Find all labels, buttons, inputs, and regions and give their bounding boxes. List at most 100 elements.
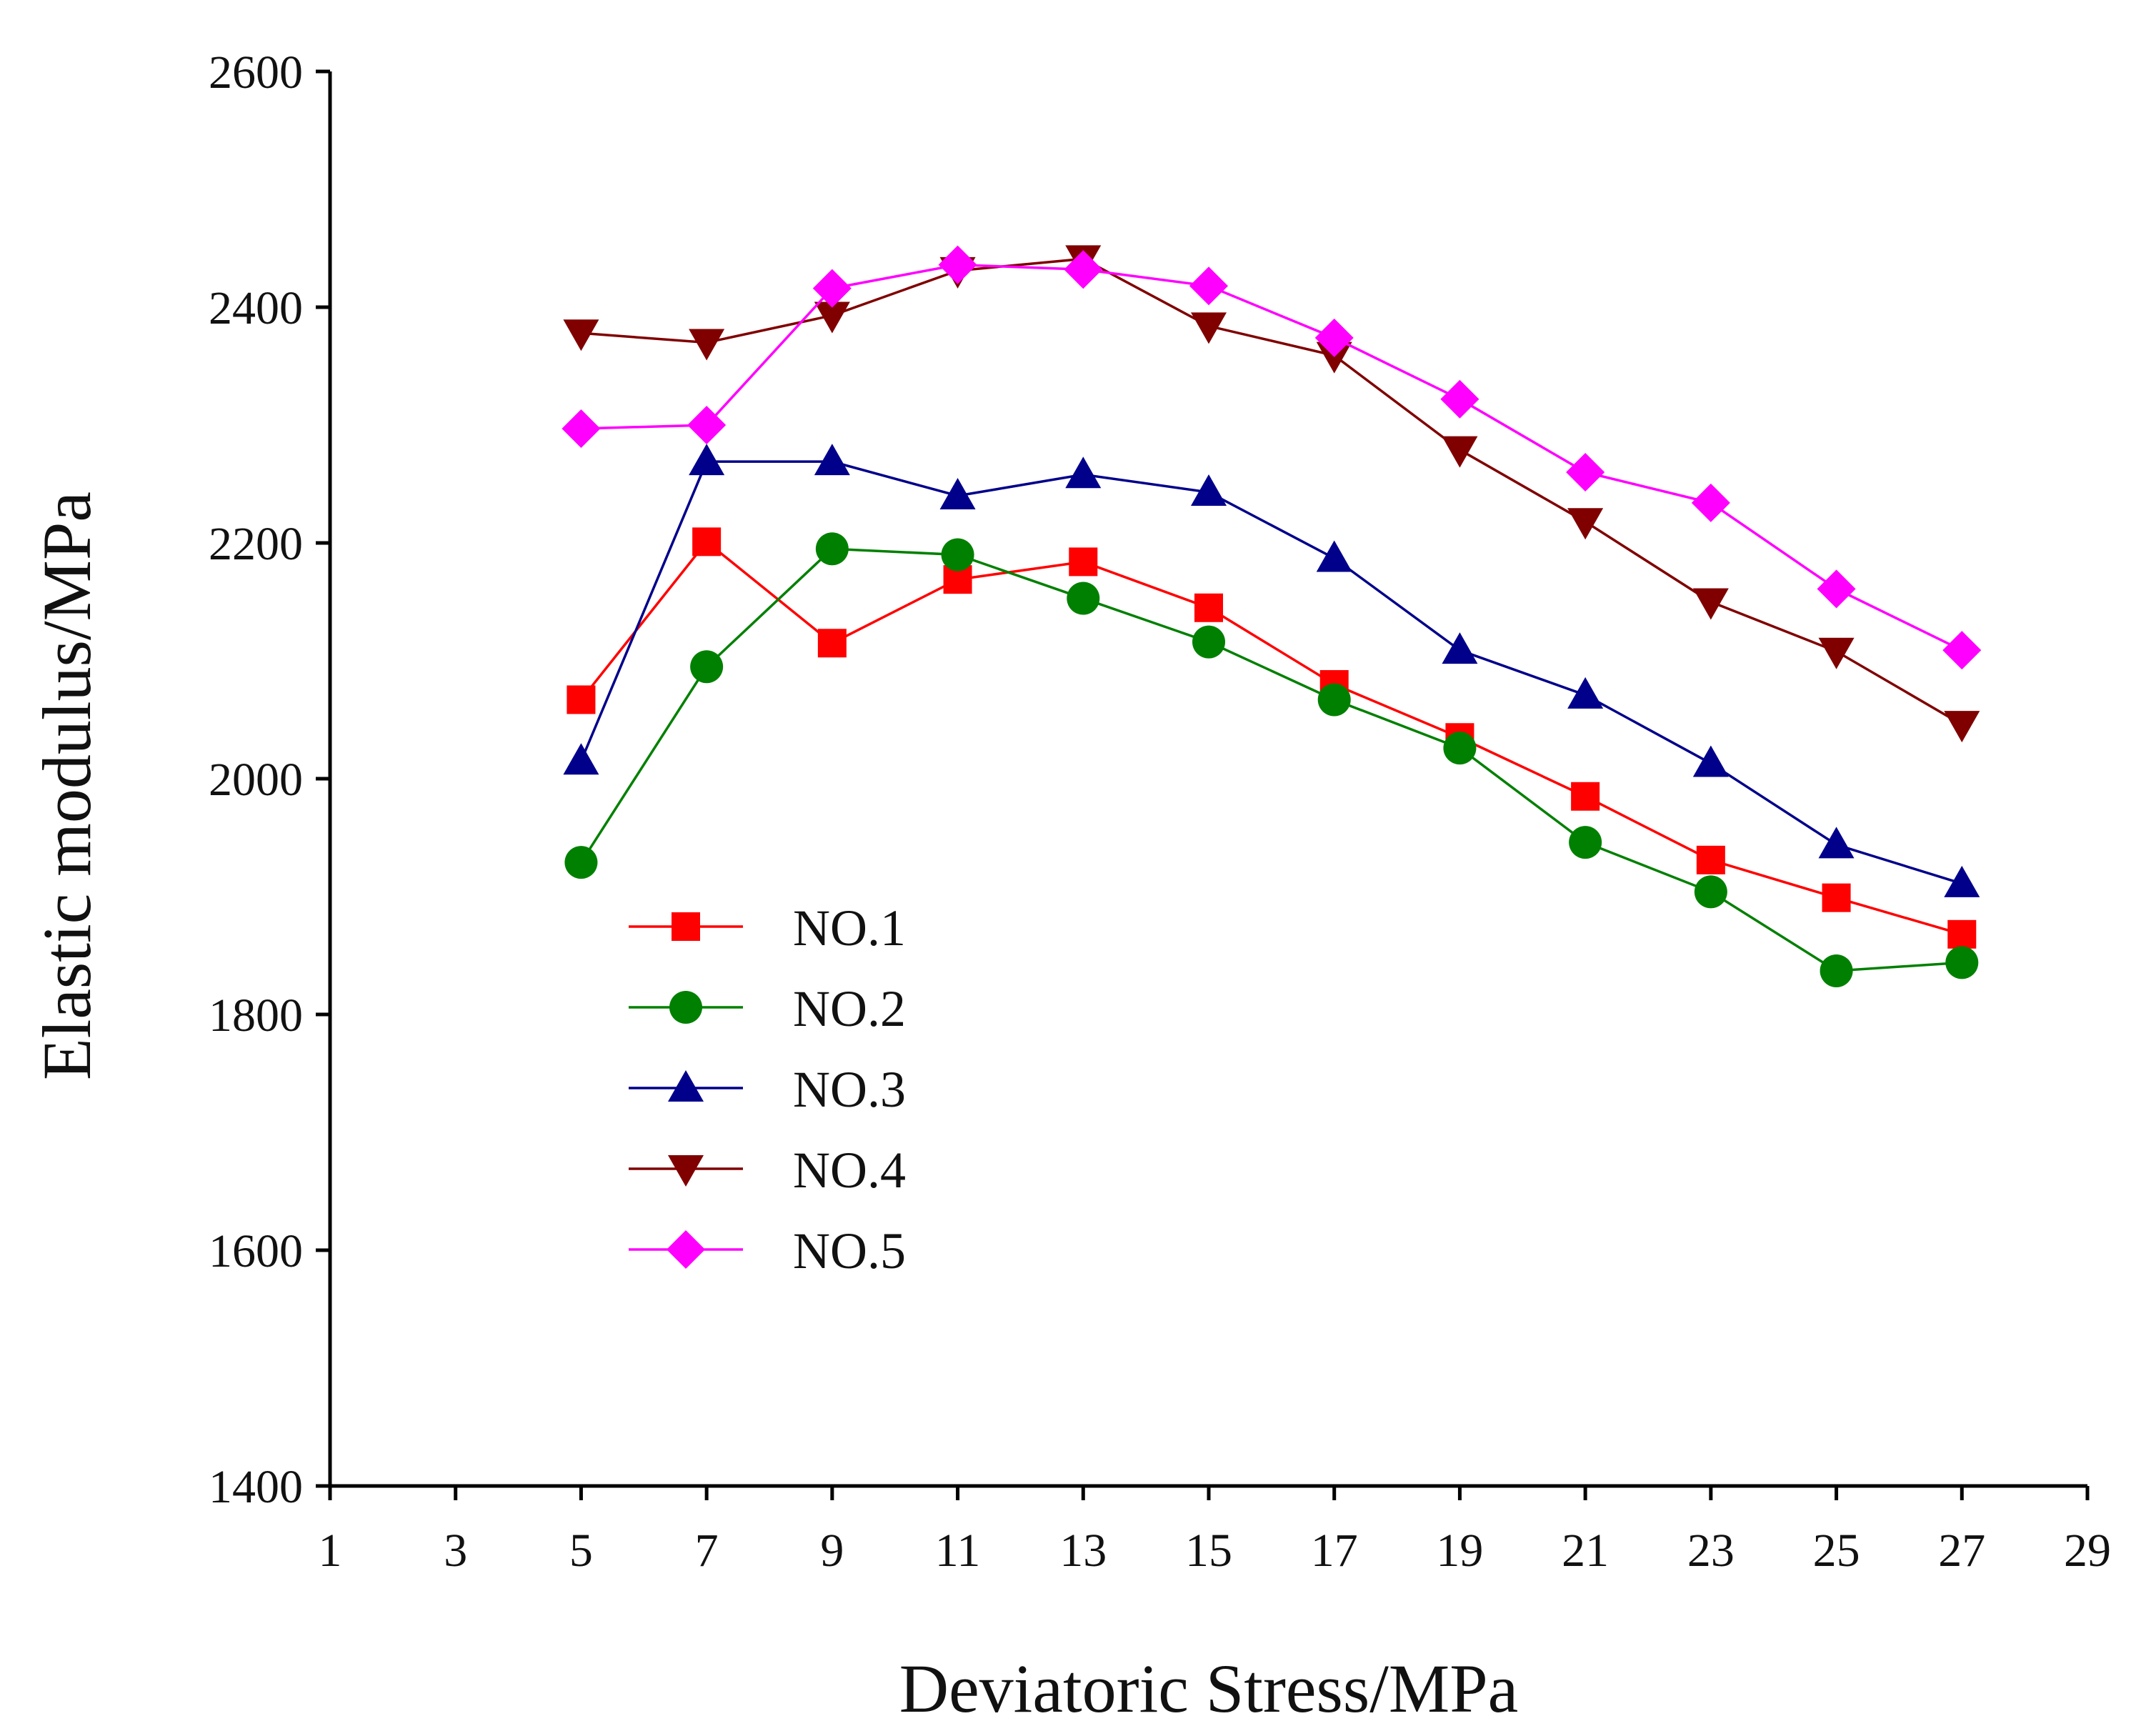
series-line	[581, 263, 1963, 652]
legend-item: NO.5	[629, 1222, 906, 1279]
data-point	[1316, 540, 1352, 572]
data-point	[815, 532, 849, 566]
series-line	[580, 539, 1962, 936]
data-point	[1442, 632, 1478, 664]
data-point	[1692, 745, 1729, 777]
legend-label: NO.5	[793, 1222, 906, 1279]
data-point	[1314, 318, 1354, 357]
y-ticks: 1400 1600 1800 2000 2200 2400 2600	[209, 46, 330, 1513]
series-line	[581, 257, 1963, 726]
legend-marker	[667, 1230, 705, 1269]
data-point	[1944, 711, 1980, 743]
legend-item: NO.1	[629, 899, 906, 957]
legend-label: NO.1	[793, 899, 906, 957]
data-point	[817, 629, 847, 658]
y-axis-title: Elastic modulus/MPa	[29, 492, 105, 1080]
x-tick-label: 23	[1687, 1525, 1735, 1577]
x-tick-label: 21	[1562, 1525, 1609, 1577]
data-point	[1694, 875, 1727, 909]
data-point	[692, 527, 722, 557]
x-tick-label: 27	[1938, 1525, 1985, 1577]
x-tick-label: 29	[2064, 1525, 2111, 1577]
data-point	[1189, 266, 1228, 306]
series-no-3	[563, 444, 1980, 897]
data-point	[689, 329, 725, 361]
legend-marker	[669, 991, 702, 1024]
data-point	[1569, 826, 1602, 859]
y-tick-label: 2600	[209, 46, 303, 99]
data-point	[1944, 865, 1980, 897]
data-point	[1696, 845, 1725, 874]
series-line	[579, 547, 1962, 972]
legend-item: NO.3	[629, 1061, 906, 1118]
x-tick-label: 13	[1059, 1525, 1107, 1577]
data-point	[941, 538, 974, 572]
data-point	[567, 685, 596, 714]
data-point	[1443, 732, 1477, 765]
y-tick-label: 1800	[209, 989, 303, 1042]
data-point	[1567, 508, 1604, 540]
data-point	[939, 478, 976, 509]
data-point	[1691, 483, 1730, 522]
y-tick-label: 1600	[209, 1225, 303, 1277]
data-point	[814, 301, 850, 334]
legend-marker	[668, 1070, 704, 1102]
legend-marker	[672, 912, 700, 941]
data-point	[938, 245, 977, 284]
data-point	[564, 846, 598, 879]
legend-item: NO.2	[629, 980, 906, 1037]
data-point	[1194, 593, 1223, 622]
data-point	[1566, 453, 1605, 492]
data-point	[563, 319, 599, 351]
x-tick-label: 5	[569, 1525, 593, 1577]
data-point	[690, 650, 724, 684]
series-no-4	[563, 245, 1980, 743]
data-point	[1192, 625, 1225, 659]
legend-marker	[668, 1155, 704, 1187]
data-point	[1440, 379, 1479, 419]
data-point	[1191, 312, 1227, 344]
data-point	[814, 444, 850, 476]
x-tick-label: 3	[444, 1525, 467, 1577]
data-point	[1065, 457, 1102, 489]
data-point	[687, 406, 727, 444]
x-tick-label: 25	[1813, 1525, 1860, 1577]
y-tick-label: 1400	[209, 1461, 303, 1513]
legend-label: NO.4	[793, 1142, 906, 1199]
series-no-2	[564, 532, 1979, 987]
data-point	[689, 444, 725, 476]
series-no-5	[562, 245, 1982, 670]
data-point	[1692, 588, 1729, 620]
x-tick-label: 11	[935, 1525, 981, 1577]
legend-label: NO.2	[793, 980, 906, 1037]
data-point	[1822, 883, 1851, 912]
x-tick-label: 1	[319, 1525, 342, 1577]
data-point	[1817, 569, 1856, 609]
data-point	[1567, 677, 1604, 709]
x-ticks: 1 3 5 7 9 11 13 15 17 19 21 23 25 27 29	[319, 1486, 2111, 1577]
data-point	[1947, 919, 1977, 949]
legend-label: NO.3	[793, 1061, 906, 1118]
x-tick-label: 15	[1185, 1525, 1232, 1577]
data-point	[1191, 474, 1227, 507]
legend-item: NO.4	[629, 1142, 906, 1199]
data-point	[1571, 782, 1600, 811]
data-point	[563, 743, 599, 775]
series-no-1	[567, 527, 1977, 949]
x-tick-label: 7	[695, 1525, 719, 1577]
data-point	[1316, 341, 1352, 374]
x-tick-label: 9	[820, 1525, 844, 1577]
data-point	[1942, 631, 1982, 670]
y-tick-label: 2200	[209, 518, 303, 570]
data-point	[562, 409, 601, 448]
x-tick-label: 19	[1436, 1525, 1483, 1577]
legend: NO.1 NO.2 NO.3 NO.4 NO.5	[629, 899, 906, 1279]
data-point	[1945, 946, 1979, 979]
series-line	[579, 460, 1962, 885]
data-point	[1067, 582, 1100, 615]
data-point	[812, 269, 852, 308]
data-point	[1820, 954, 1853, 987]
y-tick-label: 2400	[209, 282, 303, 334]
y-tick-label: 2000	[209, 754, 303, 806]
